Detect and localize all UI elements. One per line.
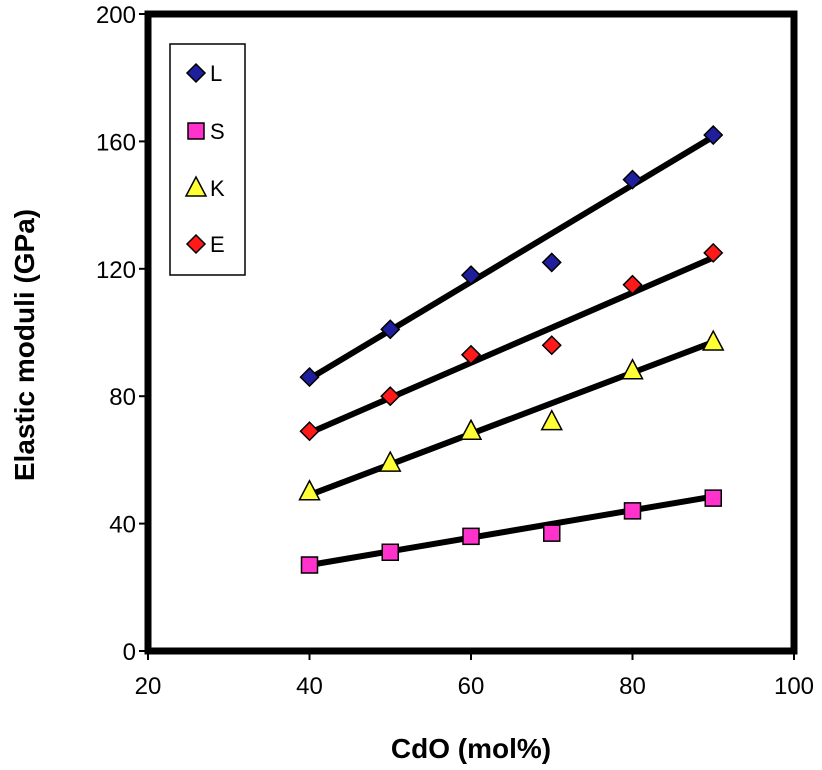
point-e	[541, 335, 562, 356]
legend-label-k: K	[210, 176, 225, 201]
fit-line-k	[306, 339, 717, 498]
point-s	[381, 543, 399, 562]
legend-box	[169, 43, 246, 276]
fit-line-s	[306, 493, 717, 569]
point-e	[380, 386, 401, 407]
legend: L S K E	[169, 43, 246, 276]
point-e	[299, 421, 320, 442]
point-e	[460, 344, 482, 365]
fit-line-e	[306, 254, 717, 436]
point-s	[623, 502, 642, 520]
y-tick-label: 80	[109, 384, 136, 411]
x-tick-label: 80	[619, 673, 646, 700]
legend-marker-l	[185, 62, 207, 84]
data-markers	[298, 124, 725, 574]
legend-marker-k	[184, 175, 208, 197]
point-s	[462, 527, 480, 546]
fit-line-l	[306, 133, 717, 382]
point-e	[703, 242, 724, 263]
point-k	[702, 329, 725, 351]
point-l	[299, 367, 320, 388]
y-tick-label: 160	[96, 129, 136, 156]
point-l	[380, 319, 401, 340]
point-l	[622, 169, 643, 190]
point-l	[703, 124, 724, 146]
legend-label-e: E	[210, 232, 225, 257]
point-k	[459, 418, 483, 440]
x-tick-label: 20	[135, 673, 162, 700]
point-e	[622, 274, 643, 295]
legend-marker-e	[185, 233, 207, 255]
legend-label-l: L	[210, 61, 222, 86]
point-s	[704, 489, 722, 507]
y-tick-label: 200	[96, 2, 136, 29]
x-tick-label: 40	[296, 673, 323, 700]
legend-items: L S K E	[184, 61, 225, 257]
x-axis-title: CdO (mol%)	[391, 733, 551, 764]
legend-label-s: S	[210, 119, 225, 144]
point-l	[460, 265, 482, 286]
point-k	[621, 358, 644, 380]
point-s	[300, 556, 319, 574]
point-k	[379, 450, 402, 472]
axis-tick-labels: 20 40 60 80 100 0 40 80 120 160 200	[96, 2, 814, 700]
point-l	[541, 252, 562, 273]
axis-ticks	[139, 13, 795, 660]
y-tick-label: 120	[96, 257, 136, 284]
x-tick-label: 60	[458, 673, 485, 700]
point-k	[298, 479, 321, 501]
x-tick-label: 100	[774, 673, 814, 700]
y-tick-label: 40	[109, 512, 136, 539]
point-k	[540, 409, 563, 431]
y-axis-title: Elastic moduli (GPa)	[9, 209, 40, 481]
y-tick-label: 0	[123, 639, 136, 666]
point-s	[543, 524, 561, 542]
legend-marker-s	[187, 122, 205, 140]
fit-lines	[306, 133, 717, 569]
